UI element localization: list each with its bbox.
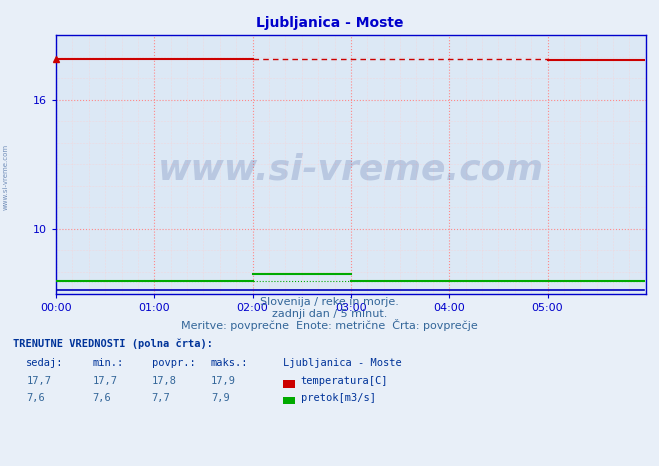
Text: pretok[m3/s]: pretok[m3/s]	[301, 393, 376, 403]
Text: Ljubljanica - Moste: Ljubljanica - Moste	[256, 16, 403, 30]
Text: 7,6: 7,6	[26, 393, 45, 403]
Text: min.:: min.:	[92, 358, 123, 368]
Text: 17,7: 17,7	[26, 377, 51, 386]
Text: TRENUTNE VREDNOSTI (polna črta):: TRENUTNE VREDNOSTI (polna črta):	[13, 339, 213, 349]
Text: Slovenija / reke in morje.: Slovenija / reke in morje.	[260, 297, 399, 307]
Text: www.si-vreme.com: www.si-vreme.com	[2, 144, 9, 210]
Text: povpr.:: povpr.:	[152, 358, 195, 368]
Text: 7,7: 7,7	[152, 393, 170, 403]
Text: temperatura[C]: temperatura[C]	[301, 377, 388, 386]
Text: 7,6: 7,6	[92, 393, 111, 403]
Text: 17,8: 17,8	[152, 377, 177, 386]
Text: Ljubljanica - Moste: Ljubljanica - Moste	[283, 358, 402, 368]
Text: 17,9: 17,9	[211, 377, 236, 386]
Text: sedaj:: sedaj:	[26, 358, 64, 368]
Text: 7,9: 7,9	[211, 393, 229, 403]
Text: maks.:: maks.:	[211, 358, 248, 368]
Text: Meritve: povprečne  Enote: metrične  Črta: povprečje: Meritve: povprečne Enote: metrične Črta:…	[181, 319, 478, 330]
Text: www.si-vreme.com: www.si-vreme.com	[158, 152, 544, 186]
Text: zadnji dan / 5 minut.: zadnji dan / 5 minut.	[272, 309, 387, 319]
Text: 17,7: 17,7	[92, 377, 117, 386]
